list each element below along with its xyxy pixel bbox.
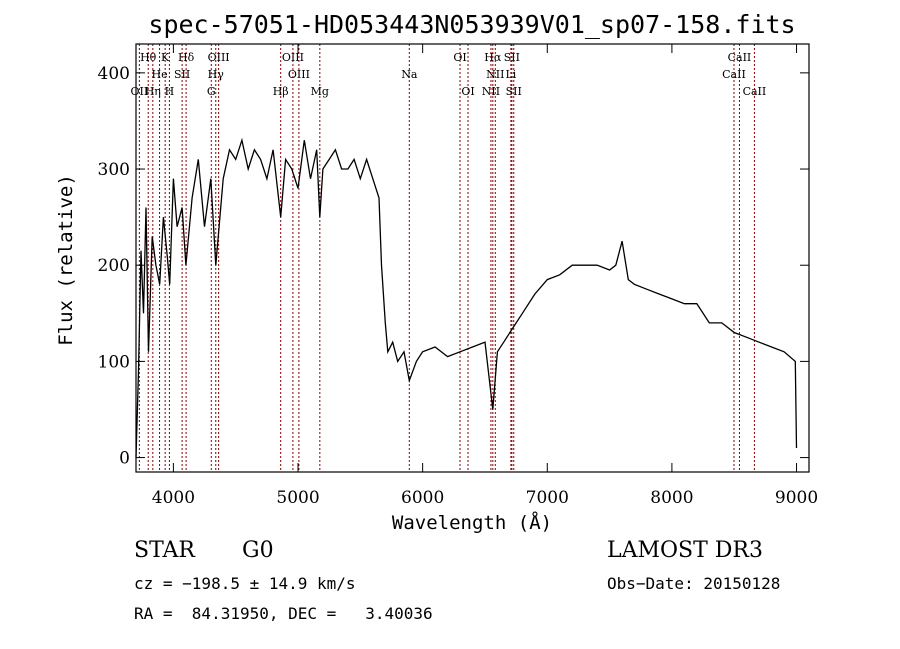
line-marker-label: Hδ	[178, 51, 195, 64]
line-marker-label: OIII	[288, 68, 310, 81]
x-axis: 4000 5000 6000 7000 8000 9000	[152, 44, 818, 508]
line-marker-label: OII	[131, 85, 149, 98]
line-marker-label: Hη	[145, 85, 161, 98]
line-marker-label: CaII	[722, 68, 746, 81]
line-marker-label: Hγ	[208, 68, 225, 81]
coordinates: RA = 84.31950, DEC = 3.40036	[134, 604, 433, 623]
line-marker-label: SII	[504, 51, 520, 64]
y-tick-label: 0	[119, 449, 130, 469]
line-marker-label: NII	[482, 85, 500, 98]
y-tick-label: 100	[98, 352, 130, 372]
y-axis: 0 100 200 300 400	[98, 64, 809, 469]
x-tick-label: 4000	[152, 488, 195, 508]
x-axis-label: Wavelength (Å)	[392, 511, 552, 534]
x-tick-label: 6000	[401, 488, 444, 508]
x-tick-label: 8000	[650, 488, 693, 508]
line-marker-label: OIII	[208, 51, 230, 64]
line-marker-label: Hθ	[140, 51, 157, 64]
observation-date: Obs−Date: 20150128	[607, 574, 781, 593]
y-tick-label: 300	[98, 160, 130, 180]
line-marker-label: CaII	[728, 51, 752, 64]
line-marker-label: Hα	[484, 51, 502, 64]
y-tick-label: 200	[98, 256, 130, 276]
line-marker-label: K	[161, 51, 170, 64]
line-marker-label: G	[207, 85, 216, 98]
x-tick-label: 7000	[526, 488, 569, 508]
line-marker-label: He	[152, 68, 168, 81]
line-marker-label: NII	[486, 68, 504, 81]
y-tick-label: 400	[98, 64, 130, 84]
object-type: STAR	[134, 538, 195, 563]
line-marker-label: CaII	[743, 85, 767, 98]
x-tick-label: 9000	[775, 488, 818, 508]
redshift-velocity: cz = −198.5 ± 14.9 km/s	[134, 574, 356, 593]
chart-title: spec-57051-HD053443N053939V01_sp07-158.f…	[148, 10, 795, 39]
line-marker-label: SII	[506, 85, 522, 98]
line-marker-label: Li	[505, 68, 516, 81]
spectral-subclass: G0	[242, 538, 274, 563]
line-marker-label: OI	[453, 51, 466, 64]
line-marker-label: OI	[461, 85, 474, 98]
plot-frame	[135, 43, 810, 473]
spectrum-line	[135, 137, 798, 458]
line-marker-label: OIII	[282, 51, 304, 64]
survey-name: LAMOST DR3	[607, 538, 763, 563]
line-marker-label: Na	[401, 68, 418, 81]
x-tick-label: 5000	[276, 488, 319, 508]
line-marker-label: Hβ	[273, 85, 289, 98]
line-marker-label: H	[165, 85, 175, 98]
y-axis-label: Flux (relative)	[55, 174, 77, 346]
line-marker-label: Mg	[311, 85, 329, 98]
line-marker-label: SII	[174, 68, 190, 81]
